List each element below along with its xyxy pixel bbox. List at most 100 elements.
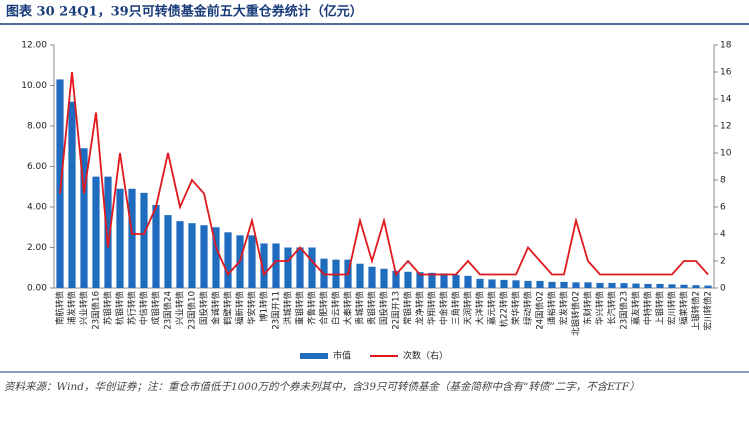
bar [416, 272, 424, 288]
bar [56, 79, 64, 288]
bar [296, 247, 304, 288]
y2-tick-label: 18 [720, 41, 732, 51]
bar [512, 280, 520, 288]
x-tick-label: 长汽转债 [607, 291, 618, 326]
x-tick-label: 东财转债 [583, 291, 594, 326]
x-tick-label: 三角转债 [451, 291, 462, 326]
x-tick-label: 中金转债 [439, 291, 450, 326]
bar [656, 283, 664, 288]
x-tick-label: 杭22转债 [499, 291, 510, 328]
bar [248, 235, 256, 288]
y2-tick-label: 6 [720, 203, 726, 213]
x-tick-label: 通裕转债 [547, 291, 558, 326]
bar [176, 221, 184, 288]
y-tick-label: 6.00 [27, 162, 47, 172]
bar [92, 176, 100, 288]
line-series [59, 71, 709, 277]
bar [428, 272, 436, 288]
x-tick-label: 福莱转债 [679, 291, 690, 326]
bar [632, 283, 640, 288]
x-tick-label: 杭银转债 [115, 291, 126, 326]
source-note: 资料来源：Wind，华创证券；注：重仓市值低于1000万的个券未列其中，含39只… [4, 381, 640, 393]
x-tick-label: 南航转债 [55, 291, 66, 326]
bar [560, 281, 568, 288]
bar [368, 266, 376, 288]
x-tick-label: 常银转债 [403, 291, 414, 326]
x-tick-label: 成银转债 [151, 291, 162, 326]
x-tick-label: 宏川转债2 [703, 291, 714, 330]
x-tick-label: 天润转债 [463, 291, 474, 326]
source-box: 资料来源：Wind，华创证券；注：重仓市值低于1000万的个券未列其中，含39只… [4, 381, 640, 393]
x-tick-label: 宏川转债 [667, 291, 678, 326]
bar [152, 204, 160, 288]
x-tick-label: 浦发转债 [67, 291, 78, 326]
bar [452, 274, 460, 288]
bar [164, 215, 172, 288]
legend-label: 市值 [333, 350, 351, 362]
x-tick-label: 合肥转债 [319, 291, 330, 326]
bar [704, 285, 712, 288]
bar [224, 232, 232, 288]
y2-tick-label: 14 [720, 95, 732, 105]
bar [440, 273, 448, 288]
bar [392, 270, 400, 288]
bar [476, 278, 484, 288]
x-tick-label: 博1转债 [259, 291, 270, 322]
x-tick-label: 23国债10 [187, 291, 198, 330]
x-tick-label: 大洋转债 [475, 291, 486, 326]
x-tick-label: 23国债16 [91, 291, 102, 330]
y2-tick-label: 16 [720, 68, 732, 78]
x-tick-label: 23国债23 [619, 291, 630, 330]
chart-title: 图表 30 24Q1，39只可转债基金前五大重仓券统计（亿元） [6, 4, 363, 20]
bar [596, 282, 604, 288]
bar [644, 283, 652, 288]
bar [68, 101, 76, 288]
bar [572, 282, 580, 288]
y-tick-label: 4.00 [27, 203, 47, 213]
bar [284, 247, 292, 288]
y-tick-label: 10.00 [21, 81, 47, 91]
x-tick-label: 大秦转债 [343, 291, 354, 326]
bar [464, 275, 472, 288]
y-tick-label: 12.00 [21, 41, 47, 51]
y-tick-label: 8.00 [27, 122, 47, 132]
bar [308, 247, 316, 288]
bar [356, 263, 364, 288]
x-tick-label: 兴业转债 [79, 291, 90, 326]
x-tick-label: 龙净转债 [415, 291, 426, 326]
x-tick-label: 洪城转债 [283, 291, 294, 326]
x-tick-label: 中特转债 [643, 291, 654, 326]
y2-tick-label: 12 [720, 122, 731, 132]
x-tick-label: 绿动转债 [523, 291, 534, 326]
bar [188, 223, 196, 288]
x-tick-label: 华安转债 [247, 291, 258, 326]
x-tick-label: 重银转债 [295, 291, 306, 326]
x-tick-label: 华翔转债 [427, 291, 438, 326]
bar [620, 283, 628, 288]
x-tick-label: 苏银转债 [103, 291, 114, 326]
y2-tick-label: 4 [720, 230, 726, 240]
bar [404, 271, 412, 288]
x-tick-label: 苏行转债 [127, 291, 138, 326]
bar [140, 192, 148, 288]
x-tick-label: 北银转债02 [571, 291, 582, 336]
bar [380, 268, 388, 288]
bar [668, 284, 676, 288]
legend-label: 次数（右） [403, 350, 448, 362]
x-tick-label: 白云转债 [331, 291, 342, 326]
y-tick-label: 0.00 [27, 284, 47, 294]
x-tick-label: 上银转债2 [691, 291, 702, 330]
bar [584, 282, 592, 288]
x-tick-label: 贵城转债 [355, 291, 366, 326]
x-tick-label: 鹤壁转债 [223, 291, 234, 326]
x-tick-label: 上银转债 [655, 291, 666, 326]
bar [116, 188, 124, 288]
x-tick-label: 23国开11 [272, 291, 282, 330]
bar [128, 188, 136, 288]
bar [680, 284, 688, 288]
bar [536, 280, 544, 288]
x-tick-label: 23国债24 [163, 291, 174, 330]
bar [548, 281, 556, 288]
x-tick-label: 国投转债 [379, 291, 390, 326]
